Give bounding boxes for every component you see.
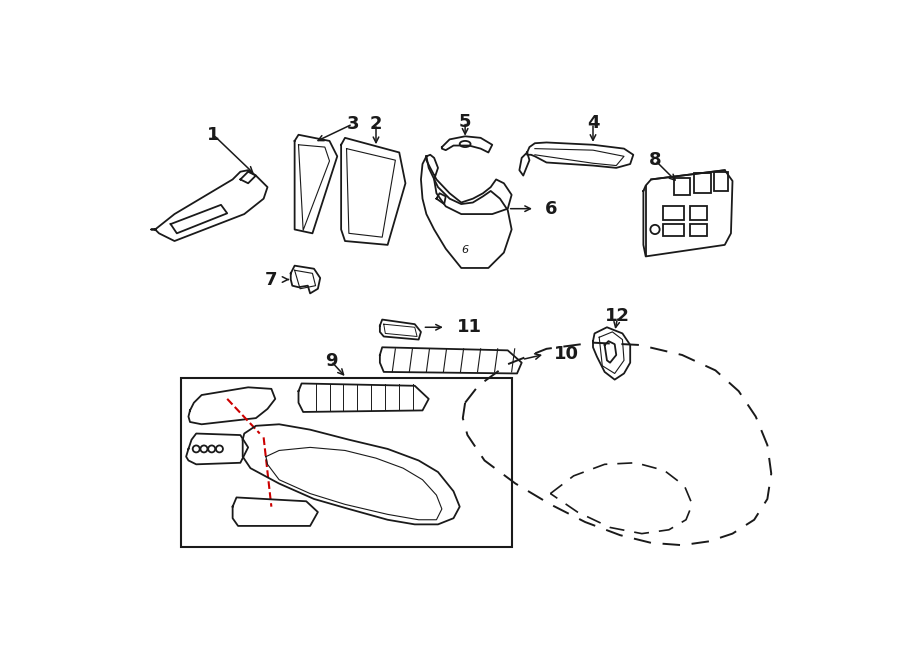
Bar	[181, 378, 512, 547]
Bar	[690, 224, 707, 237]
Bar	[662, 224, 685, 237]
Text: 7: 7	[266, 270, 277, 288]
Text: 6: 6	[462, 245, 469, 254]
Bar	[662, 206, 685, 220]
Bar	[690, 206, 707, 220]
Text: 3: 3	[346, 115, 359, 133]
Text: 11: 11	[457, 318, 482, 336]
Text: 9: 9	[325, 352, 338, 370]
Text: 6: 6	[545, 200, 557, 217]
Text: 1: 1	[207, 126, 220, 143]
Text: 8: 8	[649, 151, 662, 169]
Text: 2: 2	[370, 115, 382, 133]
Text: 5: 5	[459, 112, 472, 131]
Text: 4: 4	[587, 114, 599, 132]
Text: 10: 10	[554, 345, 580, 363]
Text: 12: 12	[606, 307, 630, 325]
